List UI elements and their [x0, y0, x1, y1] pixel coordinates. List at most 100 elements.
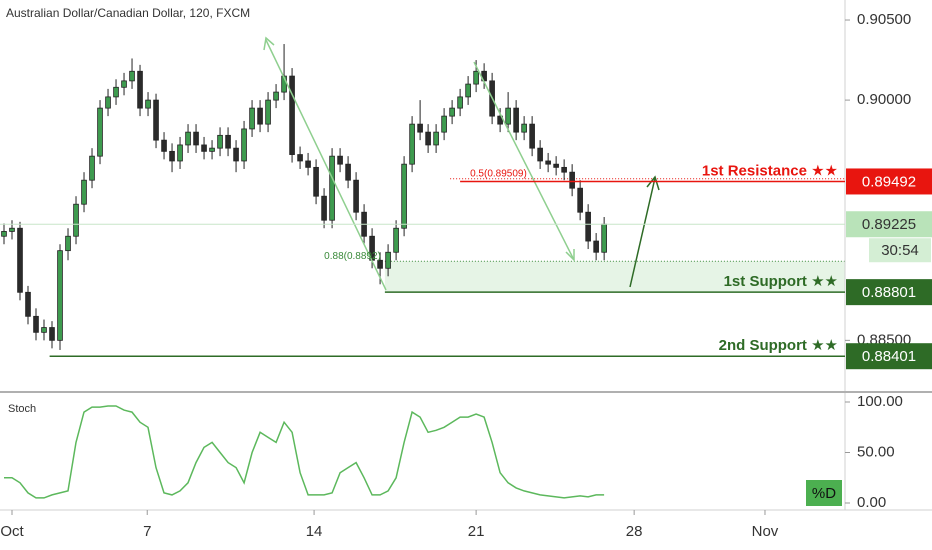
candle-body	[561, 166, 567, 173]
candle-body	[513, 107, 519, 133]
candle-body	[97, 107, 103, 157]
trend-arrow	[473, 61, 575, 261]
x-tick-label: 28	[626, 523, 643, 540]
y-tick-label: 0.90000	[857, 91, 911, 108]
candle-body	[57, 250, 63, 341]
x-tick-label: 14	[306, 523, 323, 540]
fib-label: 0.88(0.8892)	[324, 251, 381, 262]
stoch-legend-box	[806, 480, 842, 506]
candle-body	[17, 227, 23, 293]
fib-label: 0.5(0.89509)	[470, 168, 527, 179]
candle-body	[473, 70, 479, 85]
candle-body	[337, 155, 343, 165]
candle-body	[121, 80, 127, 88]
candle-body	[177, 144, 183, 162]
candle-body	[353, 179, 359, 213]
candle-body	[201, 144, 207, 152]
level-name: 1st Resistance ★★	[702, 162, 838, 179]
candle-body	[185, 131, 191, 146]
candle-body	[65, 235, 71, 252]
current-price: 0.89225	[862, 216, 916, 233]
candle-body	[409, 123, 415, 165]
candle-body	[433, 131, 439, 146]
candle-body	[9, 227, 15, 232]
candle-body	[25, 291, 31, 317]
y-tick-label: 0.90500	[857, 11, 911, 28]
candle-body	[585, 211, 591, 242]
candle-body	[137, 70, 143, 109]
stoch-line	[4, 405, 605, 499]
candle-body	[601, 223, 607, 253]
x-tick-label: Oct	[0, 523, 24, 540]
candle-body	[393, 227, 399, 253]
x-tick-label: 7	[143, 523, 151, 540]
candle-body	[345, 163, 351, 181]
level-name: 2nd Support ★★	[719, 337, 838, 354]
candle-body	[313, 166, 319, 197]
candle-body	[129, 70, 135, 82]
candle-body	[217, 134, 223, 149]
current-price-box	[846, 211, 932, 238]
candle-body	[89, 155, 95, 181]
candle-body	[1, 231, 7, 237]
candle-body	[537, 147, 543, 162]
candle-body	[521, 123, 527, 133]
stoch-tick-label: 50.00	[857, 443, 895, 460]
candle-body	[577, 187, 583, 213]
arrow-head	[565, 249, 575, 262]
candle-body	[49, 327, 55, 341]
candle-body	[73, 203, 79, 237]
trend-arrow	[265, 39, 387, 291]
candle-body	[449, 107, 455, 117]
candle-body	[169, 150, 175, 162]
candle-body	[257, 107, 263, 125]
candle-body	[321, 195, 327, 221]
candle-layer	[1, 44, 607, 350]
candle-body	[193, 131, 199, 146]
candle-body	[225, 134, 231, 149]
candle-body	[41, 327, 47, 333]
zone-layer	[384, 178, 845, 293]
projection-arrow	[629, 177, 656, 288]
candle-body	[529, 123, 535, 149]
candle-body	[505, 107, 511, 125]
candle-body	[153, 99, 159, 141]
candle-body	[329, 155, 335, 221]
chart-title: Australian Dollar/Canadian Dollar, 120, …	[6, 6, 250, 20]
candle-body	[145, 99, 151, 109]
candle-body	[545, 160, 551, 165]
candle-body	[441, 115, 447, 133]
candle-body	[569, 171, 575, 189]
candle-body	[457, 96, 463, 109]
arrow-head	[646, 175, 660, 191]
stoch-tick-label: 100.00	[857, 393, 903, 410]
candle-body	[377, 259, 383, 269]
candle-body	[289, 75, 295, 155]
x-tick-label: 21	[468, 523, 485, 540]
candle-body	[425, 131, 431, 146]
level-price-box	[846, 168, 932, 195]
stoch-legend: %D	[812, 485, 836, 502]
candle-body	[113, 86, 119, 98]
candle-body	[233, 147, 239, 162]
candle-body	[209, 147, 215, 152]
candle-body	[385, 251, 391, 269]
level-price: 0.89492	[862, 173, 916, 190]
candle-body	[161, 139, 167, 152]
support-zone	[384, 261, 845, 293]
candle-body	[273, 91, 279, 101]
level-price: 0.88401	[862, 348, 916, 365]
candle-body	[417, 123, 423, 133]
countdown-box	[869, 238, 931, 263]
level-price-box	[846, 279, 932, 306]
stoch-tick-label: 0.00	[857, 494, 886, 511]
candle-body	[401, 163, 407, 229]
candle-body	[33, 315, 39, 333]
candle-body	[81, 179, 87, 205]
candle-body	[249, 107, 255, 130]
candle-body	[241, 128, 247, 162]
level-price: 0.88801	[862, 284, 916, 301]
level-price-box	[846, 343, 932, 370]
candle-body	[553, 163, 559, 168]
